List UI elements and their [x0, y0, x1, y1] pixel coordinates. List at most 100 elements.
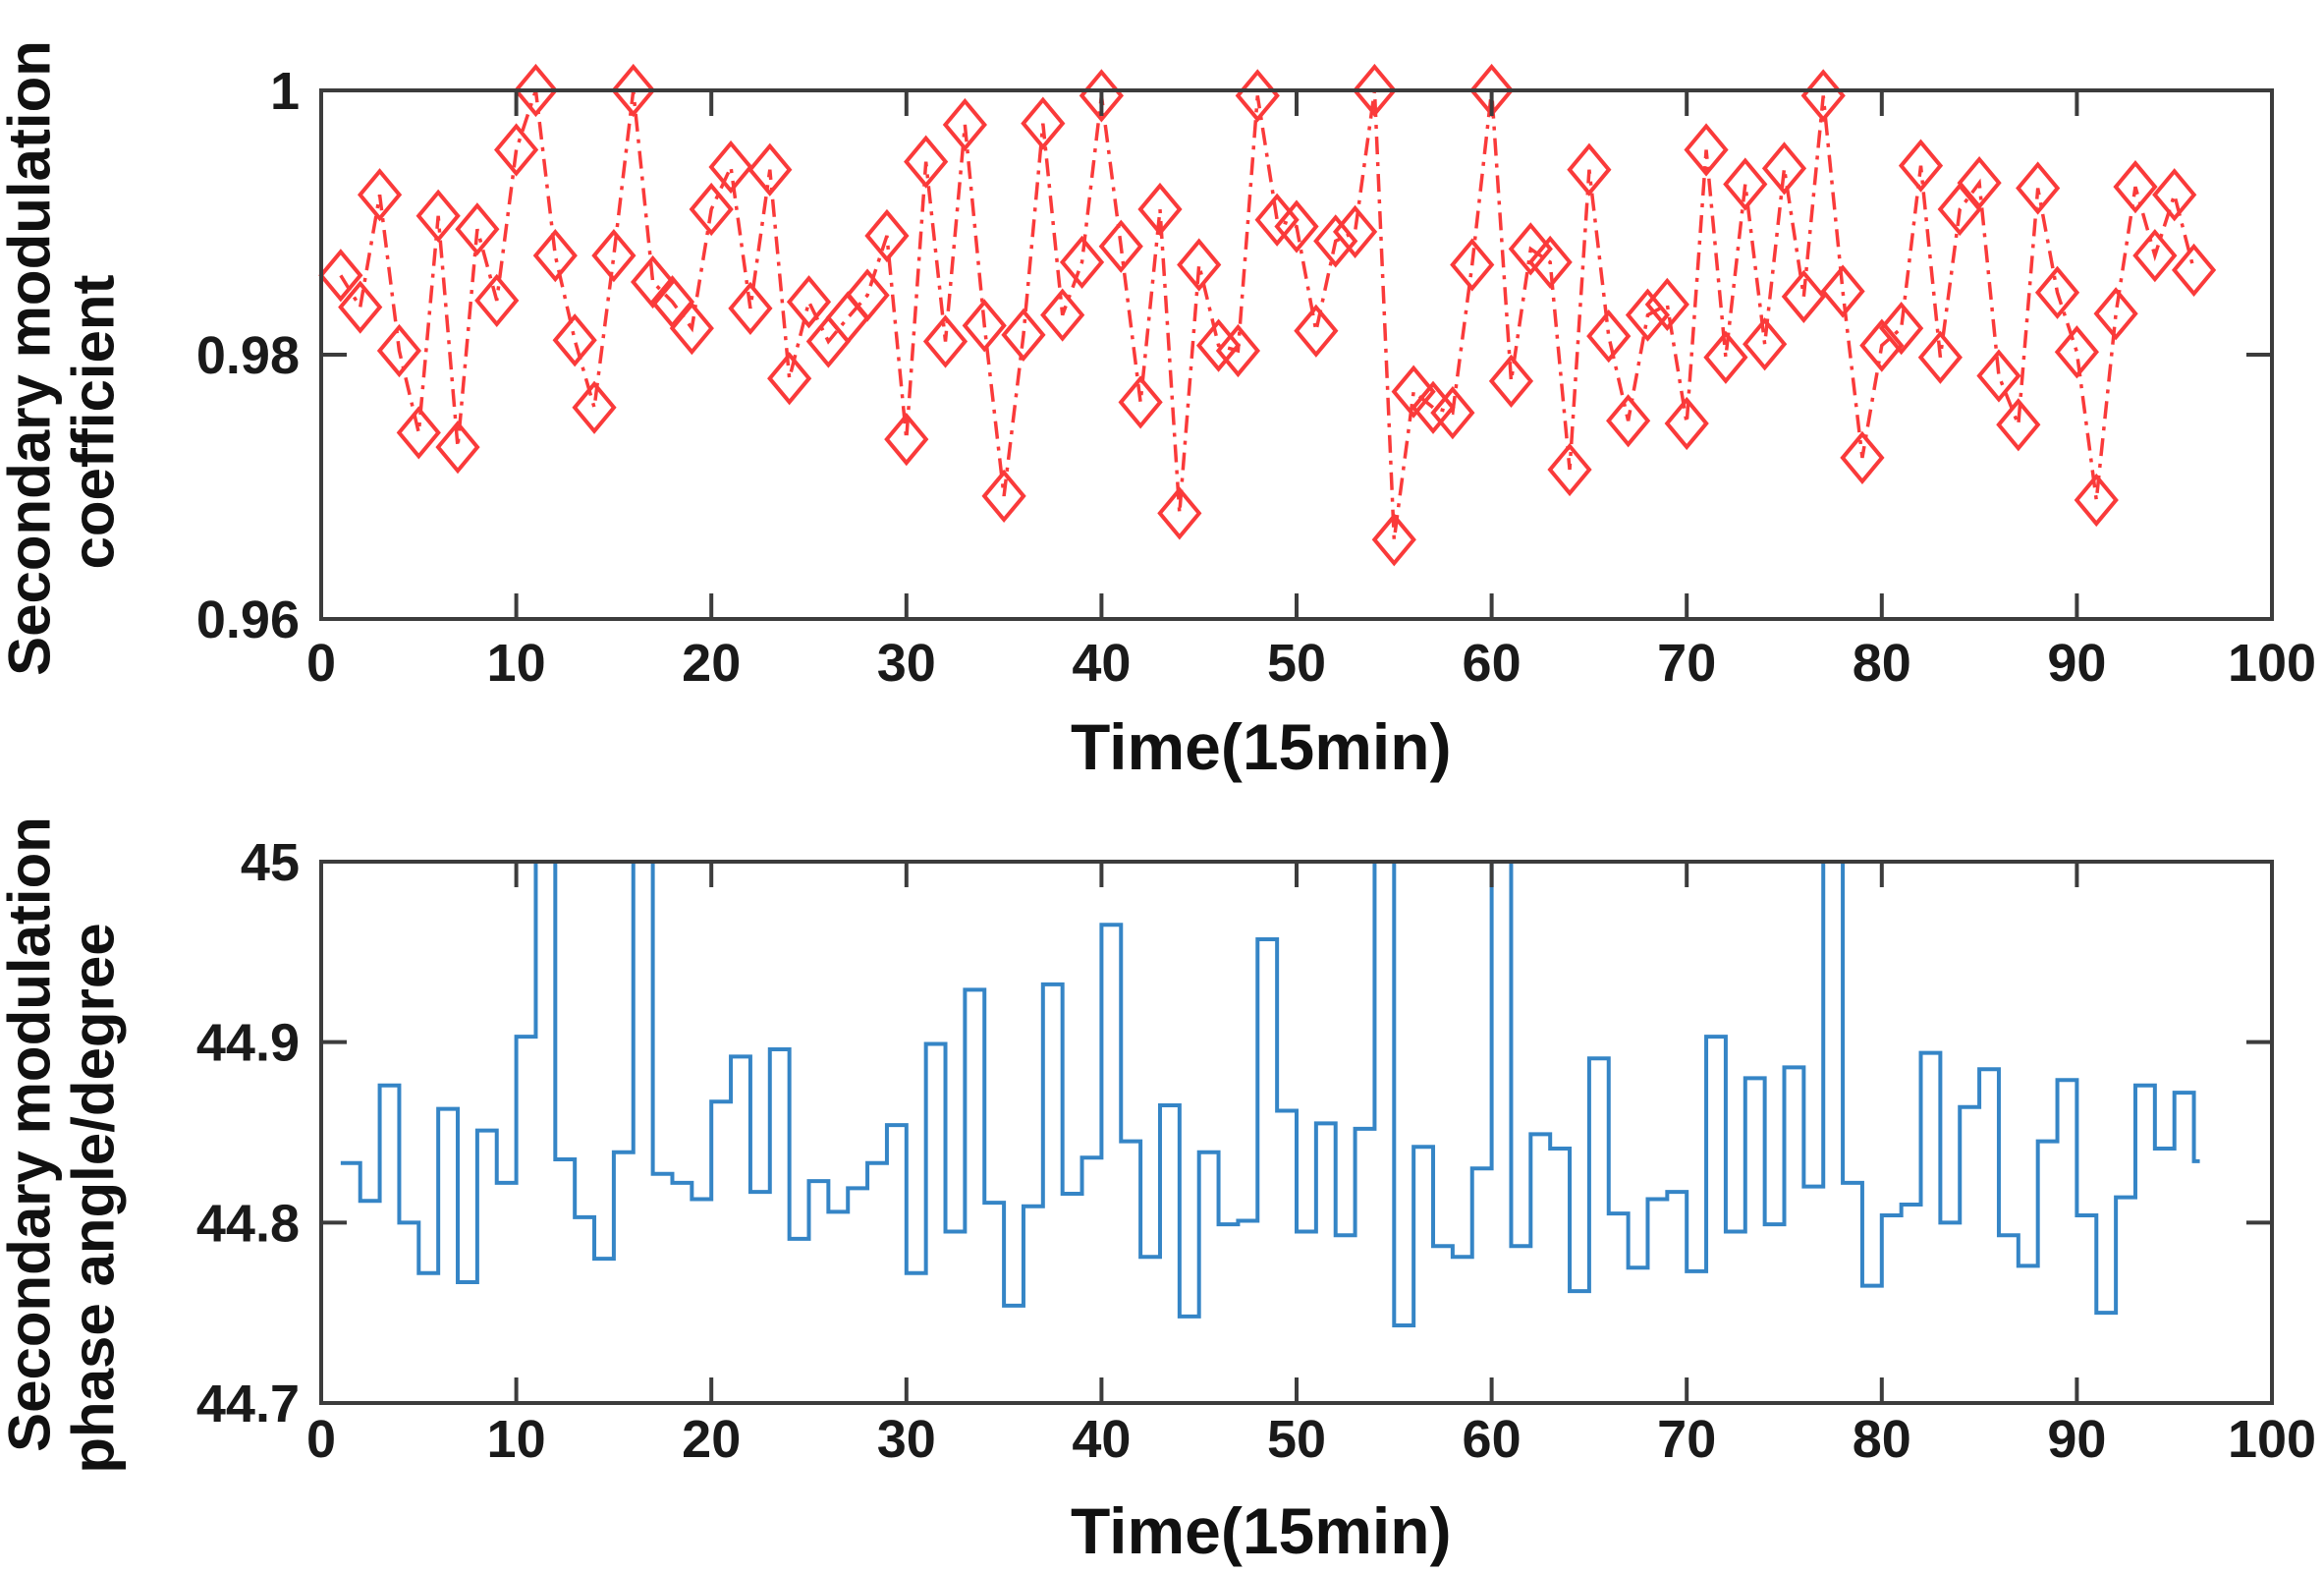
- diamond-marker: [1664, 396, 1709, 451]
- diamond-marker: [2054, 325, 2100, 379]
- diamond-marker: [1215, 323, 1261, 378]
- diamond-marker: [1703, 330, 1748, 384]
- diamond-marker: [1079, 69, 1125, 123]
- diamond-markers: [318, 63, 2217, 567]
- diamond-marker: [1294, 304, 1339, 358]
- x-tick-label: 40: [1072, 634, 1131, 693]
- y-tick-label: 45: [241, 833, 300, 892]
- y-tick-label: 44.8: [196, 1194, 300, 1253]
- x-tick-label: 10: [487, 634, 546, 693]
- diamond-marker: [1450, 238, 1495, 292]
- diamond-marker: [1567, 142, 1612, 197]
- y-ticks: [321, 88, 2272, 621]
- x-tick-label: 60: [1463, 634, 1522, 693]
- diamond-marker: [435, 421, 480, 475]
- diamond-marker: [1644, 277, 1689, 332]
- y-tick-label: 1: [270, 62, 300, 121]
- diamond-marker: [318, 249, 363, 303]
- diamond-marker: [2034, 265, 2080, 319]
- x-tick-labels: 0 10 20 30 40 50 60 70 80 90 100: [306, 634, 2316, 693]
- y-tick-label: 0.98: [196, 326, 300, 385]
- diamond-marker: [1859, 318, 1905, 372]
- secondary-modulation-phase-angle-plot: 0 10 20 30 40 50 60 70 80 90 100 45 44.9 44.8 44.7: [196, 833, 2316, 1469]
- diamond-marker: [669, 301, 714, 356]
- diamond-marker: [1879, 301, 1924, 356]
- diamond-marker: [455, 202, 500, 256]
- x-tick-label: 80: [1853, 1410, 1911, 1469]
- diamond-marker: [1059, 235, 1105, 289]
- diamond-marker: [708, 140, 753, 195]
- secondary-modulation-coefficient-plot: 0 10 20 30 40 50 60 70 80 90 100 1 0.98 0.96: [196, 62, 2316, 693]
- diamond-marker: [747, 142, 793, 197]
- x-tick-label: 90: [2047, 634, 2106, 693]
- diamond-marker: [1996, 398, 2041, 452]
- diamond-marker: [2171, 243, 2217, 298]
- x-ticks: [319, 862, 2274, 1403]
- diamond-marker: [1684, 123, 1729, 177]
- diamond-marker: [864, 208, 910, 263]
- diamond-marker: [493, 123, 539, 177]
- diamond-marker: [1976, 349, 2021, 403]
- top-xlabel: Time(15min): [1071, 710, 1452, 783]
- diamond-marker: [513, 63, 559, 118]
- diamond-marker: [572, 380, 617, 434]
- diamond-marker: [1430, 386, 1475, 440]
- diamond-marker: [728, 281, 773, 336]
- diamond-marker: [1527, 235, 1573, 289]
- diamond-marker: [1332, 204, 1378, 259]
- diamond-marker: [1021, 96, 1066, 150]
- y-tick-labels: 1 0.98 0.96: [196, 62, 300, 649]
- x-tick-label: 40: [1072, 1410, 1131, 1469]
- diamond-marker: [1391, 365, 1436, 419]
- diamond-marker: [1781, 269, 1826, 323]
- diamond-marker: [1800, 69, 1846, 123]
- y-tick-labels: 45 44.9 44.8 44.7: [196, 833, 300, 1433]
- diamond-marker: [1098, 219, 1143, 273]
- diamond-marker: [1761, 141, 1807, 196]
- diamond-marker: [1001, 308, 1046, 362]
- diamond-marker: [2132, 229, 2178, 283]
- diamond-marker: [1547, 442, 1592, 497]
- diamond-marker: [1508, 222, 1553, 276]
- diamond-marker: [1137, 182, 1183, 237]
- y-tick-label: 44.9: [196, 1014, 300, 1073]
- diamond-marker: [2152, 168, 2197, 222]
- diamond-marker: [904, 135, 949, 189]
- diamond-marker: [786, 275, 832, 329]
- diamond-marker: [942, 97, 987, 152]
- x-tick-label: 20: [682, 634, 741, 693]
- diamond-marker: [962, 299, 1007, 353]
- diamond-marker: [532, 229, 578, 283]
- y-tick-label: 0.96: [196, 590, 300, 649]
- diamond-marker: [1313, 214, 1358, 268]
- diamond-marker: [611, 63, 656, 118]
- diamond-marker: [1723, 157, 1768, 211]
- x-tick-label: 90: [2047, 1410, 2106, 1469]
- coefficient-line: [339, 89, 2196, 540]
- diamond-marker: [1488, 354, 1534, 409]
- x-tick-label: 0: [306, 1410, 336, 1469]
- x-tick-label: 100: [2228, 1410, 2316, 1469]
- diamond-marker: [884, 412, 929, 467]
- diamond-marker: [1917, 330, 1963, 384]
- diamond-marker: [1606, 394, 1651, 448]
- diamond-marker: [2113, 160, 2158, 214]
- x-ticks: [319, 90, 2274, 619]
- diamond-marker: [415, 189, 461, 243]
- diamond-marker: [552, 313, 597, 367]
- diamond-marker: [2016, 161, 2061, 215]
- x-tick-label: 100: [2228, 634, 2316, 693]
- diamond-marker: [1177, 238, 1222, 292]
- x-tick-label: 30: [877, 634, 936, 693]
- diamond-marker: [922, 314, 968, 368]
- x-tick-label: 70: [1657, 1410, 1716, 1469]
- x-tick-label: 30: [877, 1410, 936, 1469]
- diamond-marker: [631, 254, 676, 309]
- diamond-marker: [845, 268, 890, 322]
- diamond-marker: [1625, 288, 1671, 342]
- x-tick-label: 10: [487, 1410, 546, 1469]
- diamond-marker: [1274, 199, 1319, 253]
- diamond-marker: [338, 280, 383, 334]
- diamond-marker: [1898, 139, 1944, 193]
- diamond-marker: [1840, 430, 1885, 485]
